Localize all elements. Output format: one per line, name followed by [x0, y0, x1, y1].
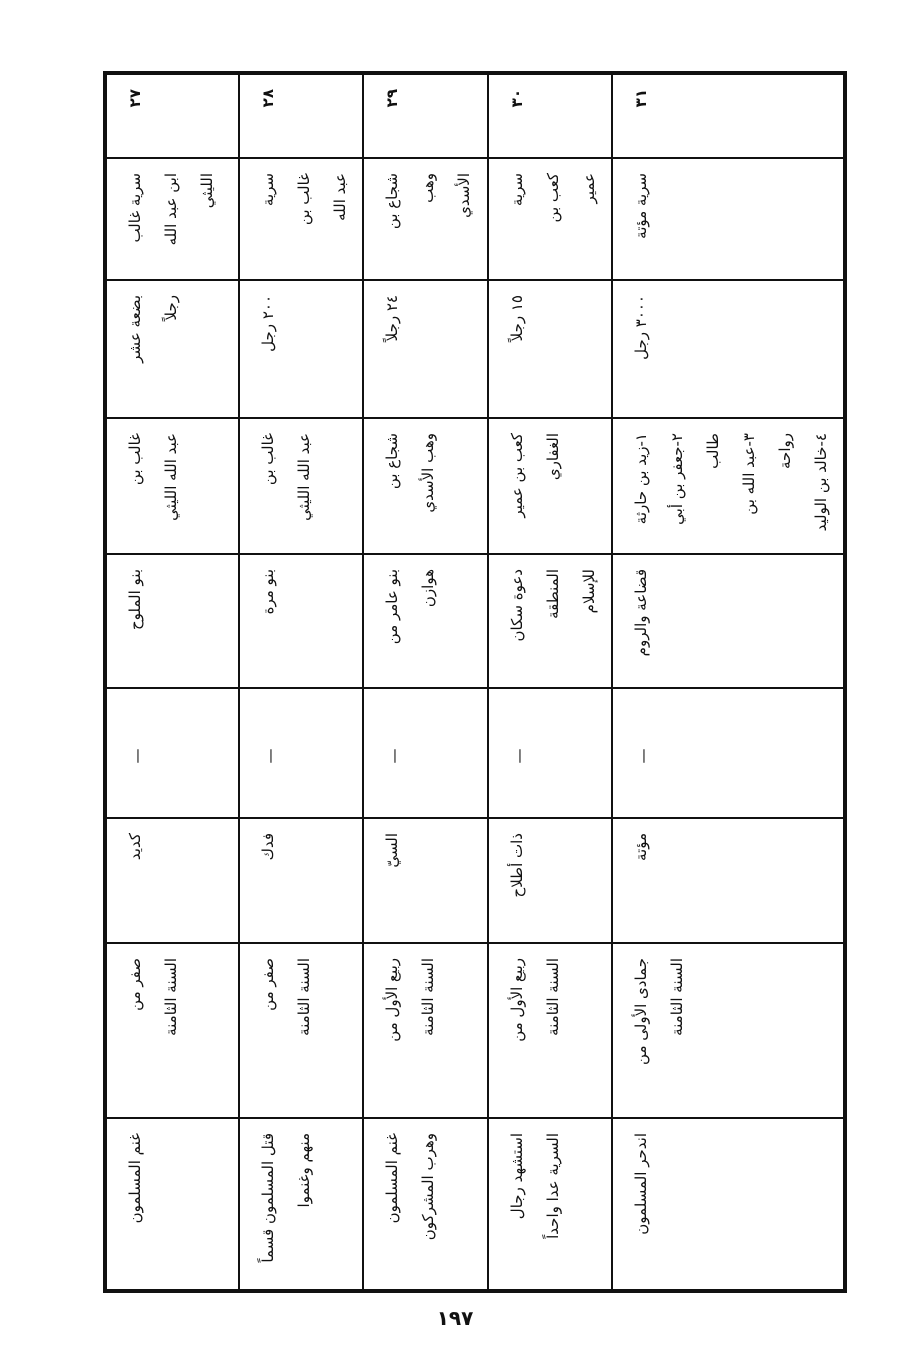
cell-dash: — [363, 688, 488, 818]
cell-target: دعوة سكان المنطقة للإسلام [488, 554, 612, 688]
page-number: ١٩٧ [436, 1306, 474, 1330]
cell-location: ذات أطلاح [488, 818, 612, 943]
cell-result: اندحر المسلمون [612, 1118, 845, 1291]
cell-location: السيّ [363, 818, 488, 943]
cell-target: بنو مرة [239, 554, 363, 688]
cell-expedition-name: سرية كعب بن عمير [488, 158, 612, 280]
cell-force-size: ٢٠٠ رجل [239, 280, 363, 418]
cell-result: غنم المسلمون [105, 1118, 239, 1291]
cell-date: صفر من السنة الثامنة [105, 943, 239, 1118]
cell-target: قضاعة والروم [612, 554, 845, 688]
cell-location: كديد [105, 818, 239, 943]
cell-number: ٢٨ [239, 73, 363, 158]
cell-dash: — [612, 688, 845, 818]
cell-force-size: ١٥ رجلاً [488, 280, 612, 418]
cell-expedition-name: سرية غالب بن عبد الله [239, 158, 363, 280]
cell-leader: غالب بن عبد الله الليثي [239, 418, 363, 554]
table-row: ٣١ سرية مؤتة ٣٠٠٠ رجل ١-زيد بن حارثة ٢-جعفر… [612, 73, 845, 1291]
cell-dash: — [239, 688, 363, 818]
cell-result: استشهد رجال السرية عدا واحداً [488, 1118, 612, 1291]
cell-result: غنم المسلمون وهرب المشركون [363, 1118, 488, 1291]
table-holder: ٢٧ سرية غالب ابن عبد الله الليثي بضعة عشر … [103, 71, 847, 1293]
cell-force-size: ٢٤ رجلاً [363, 280, 488, 418]
cell-leader: ١-زيد بن حارثة ٢-جعفر بن أبي طالب ٣-عبد … [612, 418, 845, 554]
table-row: ٢٨ سرية غالب بن عبد الله ٢٠٠ رجل غالب بن عب… [239, 73, 363, 1291]
cell-dash: — [488, 688, 612, 818]
cell-target: بنو الملوح [105, 554, 239, 688]
cell-force-size: ٣٠٠٠ رجل [612, 280, 845, 418]
cell-leader: شجاع بن وهب الأسدي [363, 418, 488, 554]
cell-number: ٣١ [612, 73, 845, 158]
cell-expedition-name: شجاع بن وهب الأسدي [363, 158, 488, 280]
cell-force-size: بضعة عشر رجلاً [105, 280, 239, 418]
cell-number: ٢٧ [105, 73, 239, 158]
cell-date: صفر من السنة الثامنة [239, 943, 363, 1118]
table-row: ٢٧ سرية غالب ابن عبد الله الليثي بضعة عشر … [105, 73, 239, 1291]
cell-number: ٢٩ [363, 73, 488, 158]
cell-location: فدك [239, 818, 363, 943]
cell-expedition-name: سرية غالب ابن عبد الله الليثي [105, 158, 239, 280]
cell-number: ٣٠ [488, 73, 612, 158]
cell-dash: — [105, 688, 239, 818]
cell-leader: غالب بن عبد الله الليثي [105, 418, 239, 554]
expeditions-table: ٢٧ سرية غالب ابن عبد الله الليثي بضعة عشر … [103, 71, 847, 1293]
cell-leader: كعب بن عمير الغفاري [488, 418, 612, 554]
cell-expedition-name: سرية مؤتة [612, 158, 845, 280]
table-row: ٢٩ شجاع بن وهب الأسدي ٢٤ رجلاً شجاع بن وهب … [363, 73, 488, 1291]
cell-date: ربيع الأول من السنة الثامنة [488, 943, 612, 1118]
cell-result: قتل المسلمون قسماً منهم وغنموا [239, 1118, 363, 1291]
table-row: ٣٠ سرية كعب بن عمير ١٥ رجلاً كعب بن عمير ال… [488, 73, 612, 1291]
cell-location: مؤتة [612, 818, 845, 943]
cell-date: ربيع الأول من السنة الثامنة [363, 943, 488, 1118]
cell-date: جمادى الأولى من السنة الثامنة [612, 943, 845, 1118]
cell-target: بنو عامر من هوازن [363, 554, 488, 688]
rotated-table-wrapper: ٢٧ سرية غالب ابن عبد الله الليثي بضعة عشر … [103, 71, 847, 1293]
